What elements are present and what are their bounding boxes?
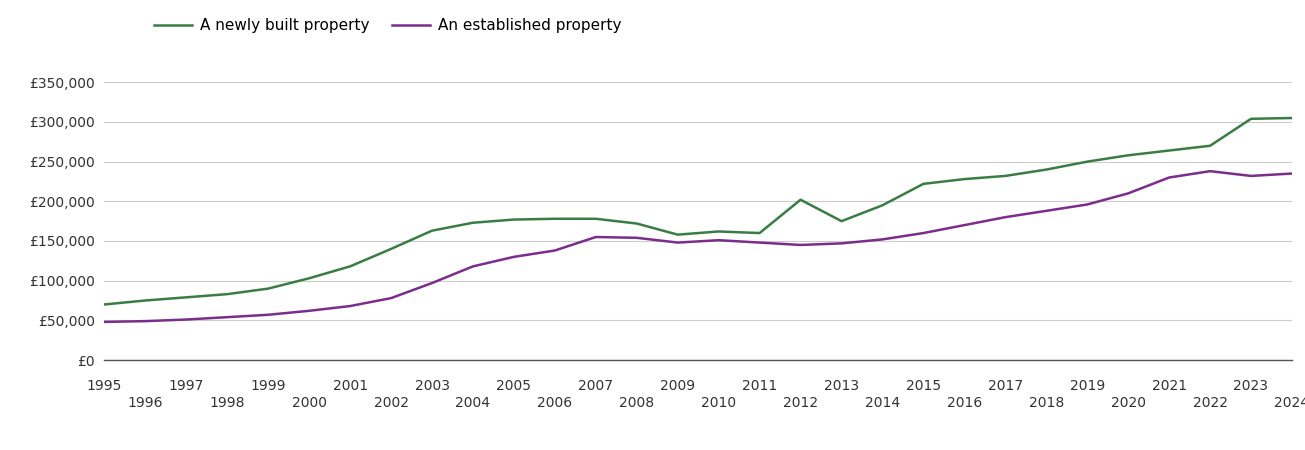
An established property <box>179 317 194 322</box>
An established property <box>1284 171 1300 176</box>
Text: 2005: 2005 <box>496 379 531 393</box>
A newly built property <box>1202 143 1218 148</box>
A newly built property <box>342 264 358 269</box>
An established property <box>465 264 480 269</box>
Line: A newly built property: A newly built property <box>104 118 1292 305</box>
An established property <box>1120 191 1135 196</box>
Line: An established property: An established property <box>104 171 1292 322</box>
An established property <box>424 280 440 286</box>
Text: 1999: 1999 <box>251 379 286 393</box>
Text: 2023: 2023 <box>1233 379 1268 393</box>
An established property <box>97 319 112 324</box>
A newly built property <box>834 218 850 224</box>
A newly built property <box>261 286 277 291</box>
An established property <box>997 215 1013 220</box>
A newly built property <box>792 197 808 202</box>
Text: 2006: 2006 <box>538 396 573 410</box>
Text: 2024: 2024 <box>1275 396 1305 410</box>
Text: 2013: 2013 <box>823 379 859 393</box>
Text: 2007: 2007 <box>578 379 613 393</box>
Text: 2020: 2020 <box>1111 396 1146 410</box>
A newly built property <box>137 298 153 303</box>
A newly built property <box>1039 167 1054 172</box>
An established property <box>711 238 727 243</box>
A newly built property <box>1244 116 1259 122</box>
A newly built property <box>629 221 645 226</box>
An established property <box>1161 175 1177 180</box>
A newly built property <box>465 220 480 225</box>
A newly built property <box>219 292 235 297</box>
A newly built property <box>589 216 604 221</box>
An established property <box>1039 208 1054 214</box>
An established property <box>957 222 972 228</box>
An established property <box>506 254 522 260</box>
An established property <box>342 303 358 309</box>
A newly built property <box>1120 153 1135 158</box>
An established property <box>1079 202 1095 207</box>
An established property <box>1244 173 1259 179</box>
A newly built property <box>752 230 767 236</box>
An established property <box>629 235 645 240</box>
Text: 2000: 2000 <box>291 396 326 410</box>
Legend: A newly built property, An established property: A newly built property, An established p… <box>147 12 628 39</box>
Text: 2011: 2011 <box>743 379 778 393</box>
A newly built property <box>874 202 890 208</box>
An established property <box>1202 168 1218 174</box>
An established property <box>874 237 890 242</box>
Text: 2015: 2015 <box>906 379 941 393</box>
A newly built property <box>957 176 972 182</box>
Text: 2001: 2001 <box>333 379 368 393</box>
Text: 2010: 2010 <box>701 396 736 410</box>
An established property <box>752 240 767 245</box>
An established property <box>261 312 277 318</box>
Text: 2021: 2021 <box>1151 379 1186 393</box>
An established property <box>669 240 685 245</box>
Text: 1997: 1997 <box>168 379 204 393</box>
Text: 2022: 2022 <box>1193 396 1228 410</box>
Text: 2017: 2017 <box>988 379 1023 393</box>
Text: 2002: 2002 <box>373 396 408 410</box>
A newly built property <box>547 216 562 221</box>
An established property <box>792 242 808 248</box>
Text: 1998: 1998 <box>210 396 245 410</box>
A newly built property <box>97 302 112 307</box>
Text: 2004: 2004 <box>455 396 491 410</box>
A newly built property <box>384 246 399 252</box>
An established property <box>547 248 562 253</box>
An established property <box>834 241 850 246</box>
An established property <box>589 234 604 240</box>
Text: 1996: 1996 <box>128 396 163 410</box>
A newly built property <box>506 217 522 222</box>
A newly built property <box>179 295 194 300</box>
A newly built property <box>1161 148 1177 153</box>
Text: 2019: 2019 <box>1070 379 1105 393</box>
An established property <box>916 230 932 236</box>
Text: 2014: 2014 <box>865 396 900 410</box>
Text: 2008: 2008 <box>619 396 654 410</box>
Text: 1995: 1995 <box>86 379 123 393</box>
A newly built property <box>997 173 1013 179</box>
An established property <box>137 319 153 324</box>
A newly built property <box>424 228 440 234</box>
Text: 2016: 2016 <box>946 396 981 410</box>
An established property <box>301 308 317 314</box>
A newly built property <box>669 232 685 237</box>
A newly built property <box>301 275 317 281</box>
Text: 2003: 2003 <box>415 379 449 393</box>
An established property <box>384 295 399 301</box>
A newly built property <box>711 229 727 234</box>
Text: 2018: 2018 <box>1028 396 1064 410</box>
A newly built property <box>1284 115 1300 121</box>
A newly built property <box>1079 159 1095 164</box>
A newly built property <box>916 181 932 187</box>
Text: 2009: 2009 <box>660 379 696 393</box>
An established property <box>219 315 235 320</box>
Text: 2012: 2012 <box>783 396 818 410</box>
